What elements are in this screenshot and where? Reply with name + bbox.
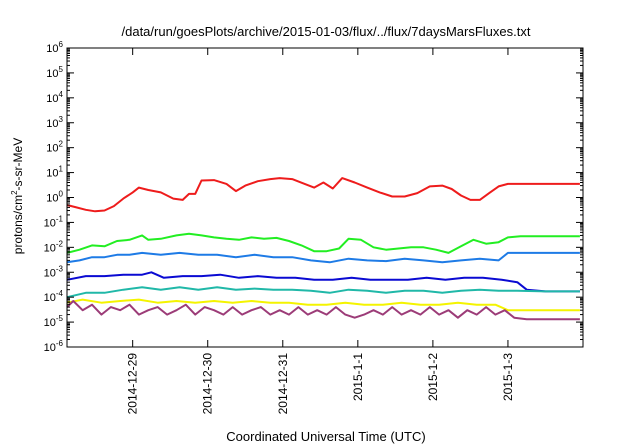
series-line-2 — [66, 232, 580, 254]
y-tick-base: 10 — [46, 93, 58, 105]
x-tick-label: 2015-1-3 — [501, 353, 515, 401]
y-tick-exponent: -2 — [56, 239, 64, 248]
y-tick-base: 10 — [44, 267, 56, 279]
y-tick-label: 10-1 — [44, 214, 64, 229]
y-tick-exponent: 6 — [59, 40, 64, 49]
x-axis-label: Coordinated Universal Time (UTC) — [226, 429, 425, 444]
y-axis-label-sup: 2 — [10, 190, 19, 195]
x-tick-label: 2015-1-2 — [426, 353, 440, 401]
y-tick-base: 10 — [44, 217, 56, 229]
series-line-4 — [66, 271, 580, 293]
series-line-3 — [66, 251, 580, 264]
y-axis-label: protons/cm2-s-sr-MeV — [10, 138, 25, 254]
y-tick-label: 10-3 — [44, 264, 64, 279]
x-tick-label: 2014-12-31 — [276, 353, 290, 415]
y-tick-exponent: -3 — [56, 264, 64, 273]
y-tick-label: 10-6 — [44, 339, 64, 354]
series-line-7 — [66, 300, 580, 321]
y-tick-label: 102 — [46, 140, 63, 155]
y-tick-label: 10-5 — [44, 314, 64, 329]
y-tick-exponent: -6 — [56, 339, 64, 348]
y-tick-base: 10 — [46, 118, 58, 130]
y-tick-base: 10 — [46, 68, 58, 80]
y-tick-exponent: 2 — [59, 140, 64, 149]
y-tick-base: 10 — [44, 317, 56, 329]
y-tick-label: 105 — [46, 65, 63, 80]
y-tick-label: 10-2 — [44, 239, 64, 254]
y-axis-label-rest: -s-sr-MeV — [11, 138, 25, 191]
series-line-6 — [66, 298, 580, 312]
y-tick-exponent: -4 — [56, 289, 64, 298]
y-tick-base: 10 — [44, 242, 56, 254]
y-tick-exponent: 3 — [59, 115, 64, 124]
y-tick-exponent: 0 — [59, 190, 64, 199]
y-tick-exponent: -5 — [56, 314, 64, 323]
x-tick-label: 2015-1-1 — [351, 353, 365, 401]
y-tick-label: 100 — [46, 190, 63, 205]
y-tick-label: 101 — [46, 165, 63, 180]
x-tick-label: 2014-12-29 — [126, 353, 140, 415]
y-tick-label: 10-4 — [44, 289, 64, 304]
axis-layer: 10-610-510-410-310-210-11001011021031041… — [44, 40, 584, 415]
plot-frame — [66, 47, 584, 348]
y-tick-base: 10 — [44, 342, 56, 354]
series-layer — [66, 177, 580, 321]
chart-title: /data/run/goesPlots/archive/2015-01-03/f… — [122, 24, 531, 39]
y-tick-exponent: -1 — [56, 214, 64, 223]
y-tick-base: 10 — [46, 43, 58, 55]
y-tick-exponent: 1 — [59, 165, 64, 174]
y-tick-base: 10 — [46, 143, 58, 155]
series-line-1 — [66, 177, 580, 213]
y-tick-label: 106 — [46, 40, 63, 55]
y-tick-label: 104 — [46, 90, 63, 105]
y-tick-base: 10 — [44, 292, 56, 304]
y-axis-label-main: protons/cm — [11, 195, 25, 254]
y-tick-exponent: 5 — [59, 65, 64, 74]
y-tick-base: 10 — [46, 193, 58, 205]
y-tick-label: 103 — [46, 115, 63, 130]
y-tick-exponent: 4 — [59, 90, 64, 99]
series-line-5 — [66, 286, 580, 299]
x-tick-label: 2014-12-30 — [201, 353, 215, 415]
y-tick-base: 10 — [46, 168, 58, 180]
